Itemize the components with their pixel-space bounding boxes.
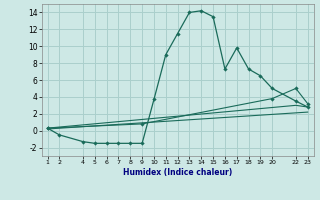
X-axis label: Humidex (Indice chaleur): Humidex (Indice chaleur)	[123, 168, 232, 177]
